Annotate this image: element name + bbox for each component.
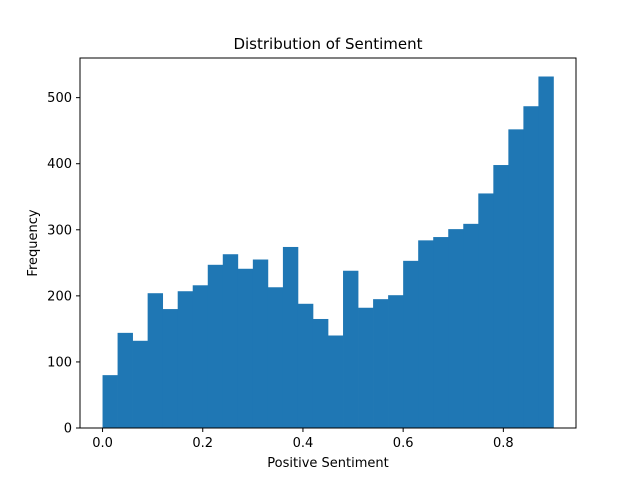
histogram-bar xyxy=(252,259,269,428)
histogram-bar xyxy=(508,129,524,428)
histogram-bar xyxy=(448,229,464,428)
bars-group xyxy=(102,76,554,429)
x-tick-label: 0.6 xyxy=(393,436,414,451)
histogram-bar xyxy=(328,335,344,428)
histogram-bar xyxy=(433,237,449,428)
histogram-bar xyxy=(177,291,194,428)
x-tick-label: 0.8 xyxy=(493,436,514,451)
histogram-bar xyxy=(207,264,224,428)
histogram-bar xyxy=(358,307,374,428)
histogram-bar xyxy=(388,295,404,428)
plot-frame xyxy=(79,57,577,429)
y-tick-label: 200 xyxy=(47,289,72,304)
histogram-bar xyxy=(222,254,239,428)
histogram-bar xyxy=(403,260,419,428)
y-tick-label: 400 xyxy=(47,157,72,172)
histogram-bar xyxy=(147,293,164,428)
histogram-bar xyxy=(297,303,314,428)
histogram-bar xyxy=(463,223,479,428)
histogram-bar xyxy=(418,240,434,428)
x-axis-label: Positive Sentiment xyxy=(267,456,388,471)
histogram-bar xyxy=(373,299,389,428)
histogram-bar xyxy=(343,270,359,428)
histogram-bar xyxy=(312,318,329,428)
y-tick-label: 300 xyxy=(47,223,72,238)
histogram-bar xyxy=(162,309,179,428)
histogram-bar xyxy=(523,106,539,428)
histogram-bar xyxy=(192,285,209,428)
histogram-bar xyxy=(102,375,118,428)
histogram-bar xyxy=(538,76,554,428)
histogram-bar xyxy=(493,165,509,429)
histogram-bar xyxy=(132,340,148,428)
histogram-bar xyxy=(282,246,299,428)
y-tick-label: 0 xyxy=(64,422,72,437)
histogram-bar xyxy=(478,193,494,428)
histogram-bar xyxy=(117,332,133,428)
histogram-bar xyxy=(237,268,254,428)
y-ticks-group: 0 100 200 300 400 500 xyxy=(47,91,80,437)
y-tick-label: 100 xyxy=(47,355,72,370)
x-tick-label: 0.2 xyxy=(192,436,213,451)
x-tick-label: 0.0 xyxy=(92,436,113,451)
y-tick-label: 500 xyxy=(47,91,72,106)
x-ticks-group: 0.0 0.2 0.4 0.6 0.8 xyxy=(92,428,514,451)
chart-title: Distribution of Sentiment xyxy=(233,35,422,53)
histogram-bar xyxy=(267,287,284,428)
y-axis-label: Frequency xyxy=(26,209,41,276)
x-tick-label: 0.4 xyxy=(293,436,314,451)
